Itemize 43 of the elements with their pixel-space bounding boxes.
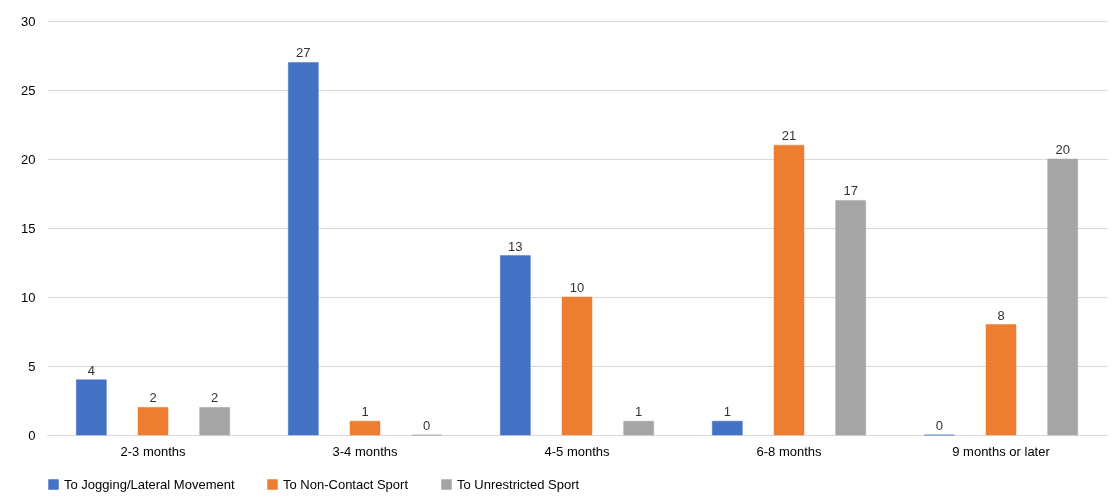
bar: [835, 200, 866, 436]
data-label: 2: [149, 390, 157, 406]
legend-label: To Non-Contact Sport: [283, 476, 409, 492]
y-tick-label: 10: [21, 289, 36, 305]
data-label: 20: [1055, 142, 1070, 157]
x-tick-label: 3-4 months: [332, 443, 399, 459]
bar: [500, 255, 531, 436]
data-label: 17: [843, 183, 858, 199]
bar: [561, 296, 593, 436]
bar: [288, 62, 319, 436]
bar: [137, 407, 169, 436]
x-tick-label: 2-3 months: [120, 443, 187, 459]
data-label: 4: [87, 362, 95, 378]
y-tick-label: 5: [28, 358, 36, 374]
bar: [199, 407, 230, 436]
data-label: 21: [781, 128, 797, 144]
data-label: 10: [569, 280, 585, 295]
y-tick-label: 0: [28, 427, 36, 443]
y-tick-label: 30: [21, 13, 36, 29]
x-tick-label: 4-5 months: [544, 443, 611, 459]
bar: [623, 420, 654, 436]
data-label: 27: [296, 45, 311, 61]
legend-label: To Jogging/Lateral Movement: [64, 476, 235, 492]
bar: [1047, 158, 1078, 436]
data-label: 0: [423, 418, 431, 433]
x-tick-label: 6-8 months: [756, 443, 823, 459]
data-label: 2: [211, 390, 219, 406]
legend-label: To Unrestricted Sport: [457, 476, 580, 492]
bar: [349, 420, 381, 436]
data-label: 1: [635, 404, 643, 420]
y-tick-label: 20: [21, 151, 36, 167]
x-tick-label: 9 months or later: [952, 443, 1051, 459]
data-label: 8: [997, 307, 1005, 323]
bar: [773, 144, 805, 436]
data-label: 13: [508, 238, 523, 254]
y-tick-label: 15: [21, 220, 36, 236]
data-label: 1: [361, 404, 369, 420]
data-label: 1: [723, 404, 731, 420]
data-label: 0: [935, 418, 943, 433]
bar: [712, 420, 743, 436]
bar: [76, 379, 107, 436]
bar: [985, 324, 1017, 436]
y-tick-label: 25: [21, 82, 36, 98]
